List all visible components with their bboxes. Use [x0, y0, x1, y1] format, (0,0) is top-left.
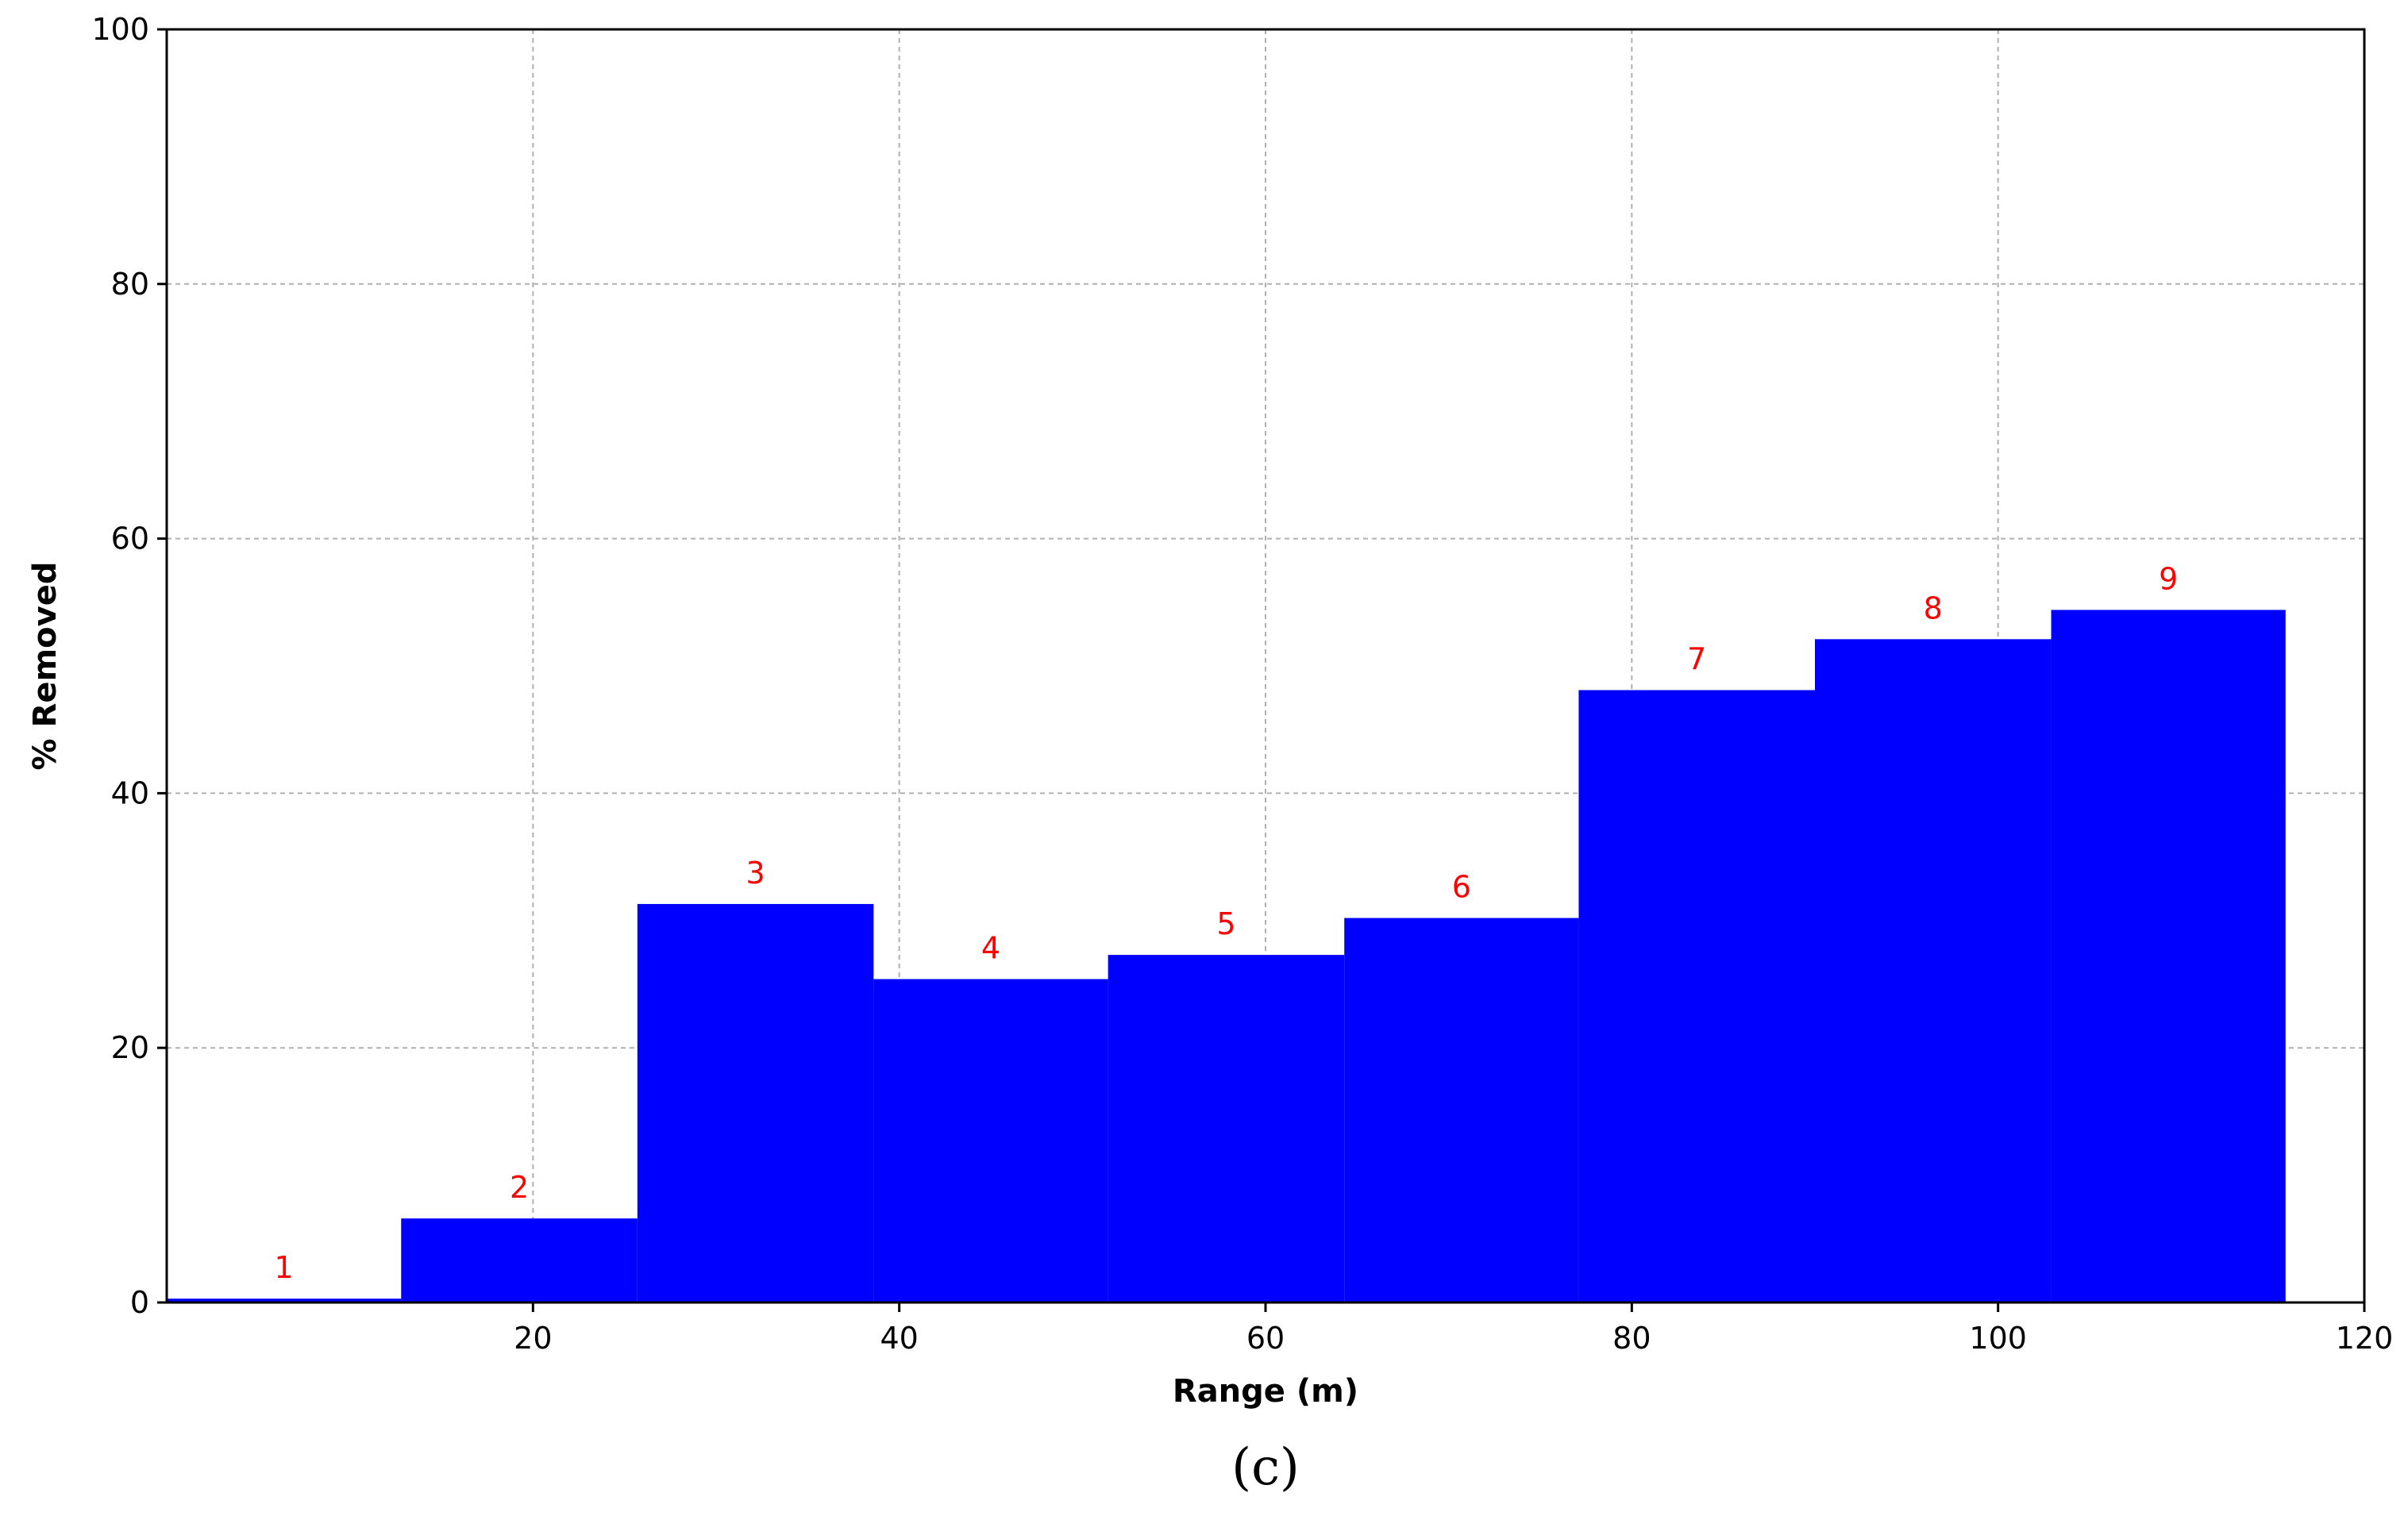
- bar-data-label: 5: [1216, 906, 1235, 941]
- y-axis-label: % Removed: [27, 562, 64, 771]
- bar-data-label: 1: [275, 1250, 294, 1285]
- bar: [2051, 610, 2286, 1302]
- bar: [1108, 955, 1345, 1302]
- y-tick-label: 100: [91, 12, 149, 47]
- bar-data-label: 8: [1924, 591, 1943, 625]
- x-tick-label: 60: [1246, 1321, 1285, 1356]
- bar: [1344, 918, 1579, 1302]
- bar: [401, 1218, 638, 1302]
- x-tick-label: 80: [1612, 1321, 1651, 1356]
- axis-ticks: 20 40 60 80 100 120 0 20 40 60 80 100: [91, 12, 2393, 1356]
- bar: [1815, 639, 2052, 1302]
- bar: [1578, 690, 1815, 1302]
- y-tick-label: 60: [111, 521, 149, 556]
- bar: [167, 1299, 402, 1302]
- y-tick-label: 80: [111, 267, 149, 302]
- bar-data-label: 2: [510, 1170, 529, 1205]
- x-tick-label: 20: [514, 1321, 552, 1356]
- bar: [873, 979, 1108, 1302]
- bar-data-label: 6: [1452, 870, 1471, 905]
- bar-data-label: 3: [746, 856, 765, 891]
- x-tick-label: 120: [2336, 1321, 2394, 1356]
- bar: [637, 903, 874, 1302]
- bars: [167, 610, 2286, 1302]
- y-tick-label: 0: [130, 1285, 149, 1320]
- bar-data-label: 4: [981, 931, 1000, 966]
- y-tick-label: 40: [111, 775, 149, 810]
- x-tick-label: 100: [1969, 1321, 2027, 1356]
- y-tick-label: 20: [111, 1030, 149, 1065]
- bar-data-label: 7: [1687, 641, 1706, 676]
- bar-data-label: 9: [2159, 561, 2178, 596]
- x-tick-label: 40: [880, 1321, 918, 1356]
- x-axis-label: Range (m): [1173, 1373, 1358, 1410]
- figure-caption: (c): [1231, 1438, 1300, 1497]
- bar-labels: 1 2 3 4 5 6 7 8 9: [275, 561, 2179, 1285]
